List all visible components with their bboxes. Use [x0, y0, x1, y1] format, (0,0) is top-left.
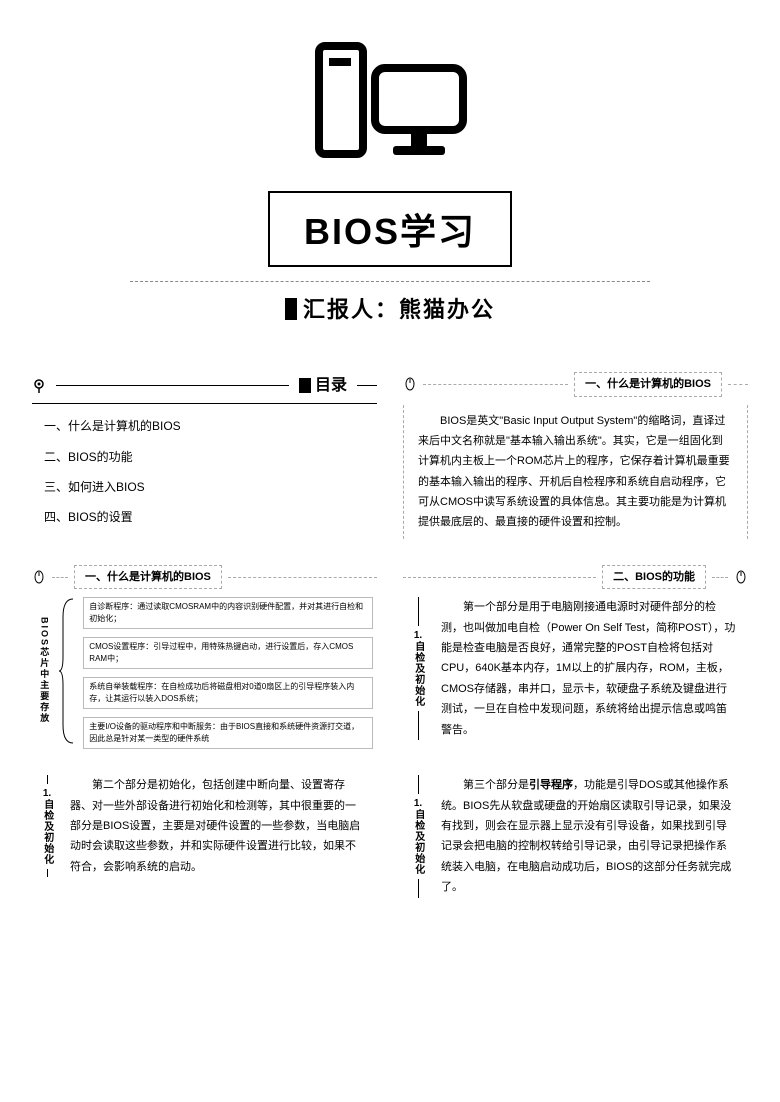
- bracket-item: 主要I/O设备的驱动程序和中断服务：由于BIOS直接和系统硬件资源打交道，因此总…: [83, 717, 373, 749]
- bracket-side-label: BIOS芯片中主要存放: [36, 597, 51, 749]
- content-grid: 目录 一、什么是计算机的BIOS 二、BIOS的功能 三、如何进入BIOS 四、…: [0, 372, 780, 898]
- bracket-item: CMOS设置程序：引导过程中，用特殊热键启动，进行设置后，存入CMOS RAM中…: [83, 637, 373, 669]
- part2-card: 1. 自检及初始化 第二个部分是初始化，包括创建中断向量、设置寄存器、对一些外部…: [32, 775, 377, 897]
- bracket-item: 自诊断程序：通过读取CMOSRAM中的内容识别硬件配置，并对其进行自检和初始化；: [83, 597, 373, 629]
- function-card: 二、BIOS的功能 1. 自检及初始化 第一个部分是用于电脑刚接通电源时对硬件部…: [403, 565, 748, 750]
- side-indicator: 1. 自检及初始化: [409, 775, 427, 897]
- section-title: 一、什么是计算机的BIOS: [74, 565, 222, 590]
- part2-body: 第二个部分是初始化，包括创建中断向量、设置寄存器、对一些外部设备进行初始化和检测…: [64, 775, 371, 877]
- divider: [130, 281, 650, 282]
- pin-icon: [32, 379, 46, 393]
- computer-icon: [305, 38, 475, 173]
- function-body: 第一个部分是用于电脑刚接通电源时对硬件部分的检测，也叫做加电自检（Power O…: [435, 597, 742, 739]
- presenter-line: 汇报人：熊猫办公: [0, 292, 780, 324]
- page-title: BIOS学习: [268, 191, 512, 267]
- toc-title: 目录: [299, 372, 347, 399]
- section-title: 一、什么是计算机的BIOS: [574, 372, 722, 397]
- mouse-icon: [734, 570, 748, 584]
- mouse-icon: [403, 377, 417, 391]
- section-title: 二、BIOS的功能: [602, 565, 706, 590]
- side-indicator: 1. 自检及初始化: [409, 597, 427, 739]
- bracket-icon: [59, 597, 75, 749]
- toc-item: 二、BIOS的功能: [44, 447, 377, 467]
- toc-item: 三、如何进入BIOS: [44, 477, 377, 497]
- bracket-item: 系统自举装载程序：在自检成功后将磁盘相对0道0扇区上的引导程序装入内存，让其运行…: [83, 677, 373, 709]
- toc-item: 四、BIOS的设置: [44, 507, 377, 527]
- bracket-card: 一、什么是计算机的BIOS BIOS芯片中主要存放 自诊断程序：通过读取CMOS…: [32, 565, 377, 750]
- mouse-icon: [32, 570, 46, 584]
- part3-card: 1. 自检及初始化 第三个部分是引导程序，功能是引导DOS或其他操作系统。BIO…: [403, 775, 748, 897]
- toc-card: 目录 一、什么是计算机的BIOS 二、BIOS的功能 三、如何进入BIOS 四、…: [32, 372, 377, 539]
- intro-card: 一、什么是计算机的BIOS BIOS是英文"Basic Input Output…: [403, 372, 748, 539]
- intro-body: BIOS是英文"Basic Input Output System"的缩略词，直…: [412, 411, 739, 533]
- part3-body: 第三个部分是引导程序，功能是引导DOS或其他操作系统。BIOS先从软盘或硬盘的开…: [435, 775, 742, 897]
- toc-item: 一、什么是计算机的BIOS: [44, 416, 377, 436]
- header: BIOS学习 汇报人：熊猫办公: [0, 0, 780, 324]
- toc-list: 一、什么是计算机的BIOS 二、BIOS的功能 三、如何进入BIOS 四、BIO…: [44, 416, 377, 528]
- side-indicator: 1. 自检及初始化: [38, 775, 56, 877]
